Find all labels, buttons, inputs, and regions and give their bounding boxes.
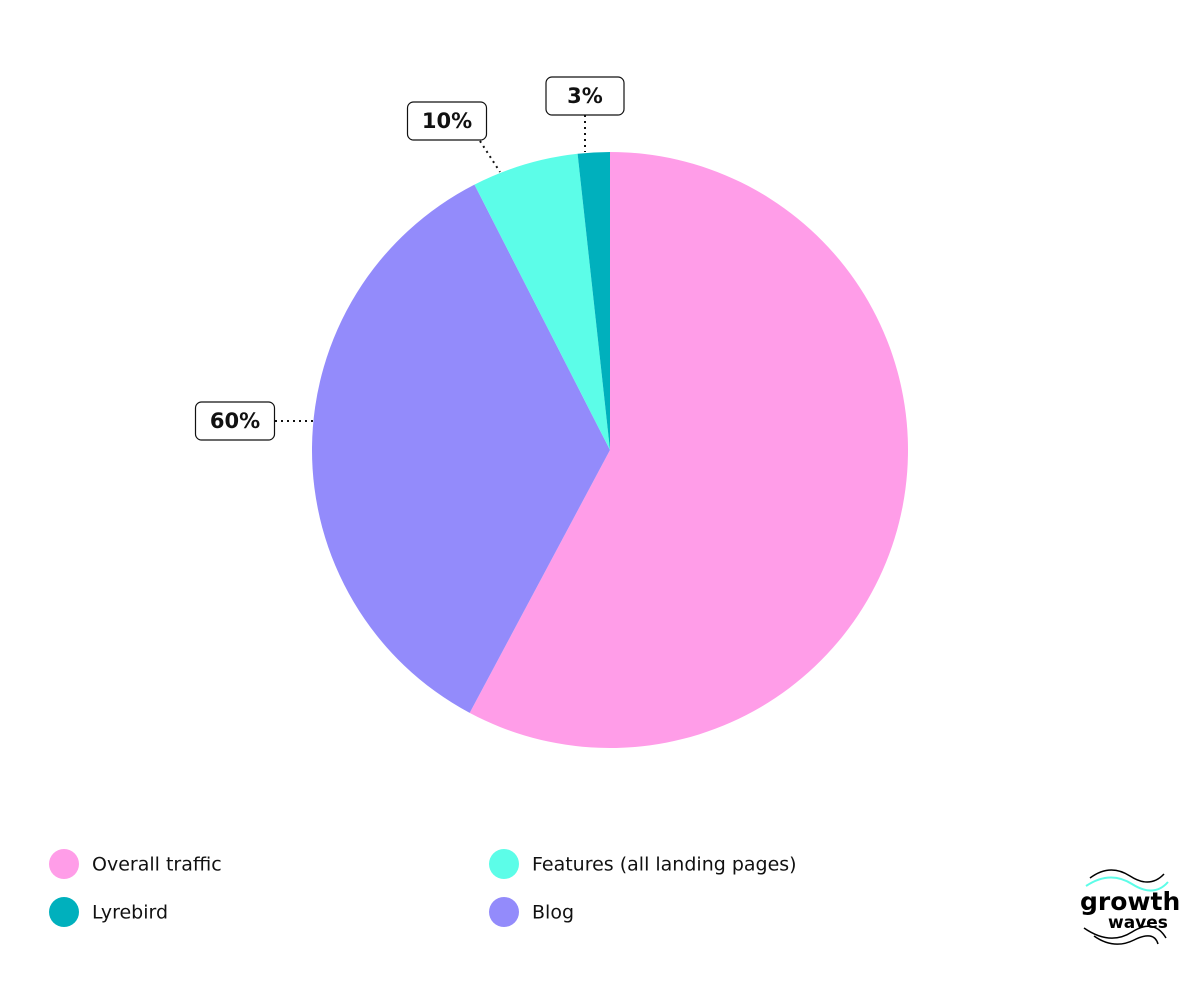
- pie-slice: [474, 153, 610, 450]
- pie-slice: [577, 152, 610, 450]
- pie-slice: [311, 184, 610, 713]
- label-box: [545, 76, 625, 116]
- value-label: 10%: [422, 109, 472, 133]
- logo-line2: waves: [1108, 913, 1168, 933]
- legend-swatch: [49, 897, 79, 927]
- legend-label: Lyrebird: [92, 902, 168, 924]
- legend-swatch: [49, 849, 79, 879]
- logo-line1: growth: [1080, 887, 1180, 916]
- logo: growth waves: [1080, 869, 1180, 945]
- legend-label: Features (all landing pages): [532, 854, 797, 876]
- pie-slice: [469, 152, 908, 748]
- legend-label: Overall traffic: [92, 854, 222, 876]
- legend-label: Blog: [532, 902, 574, 924]
- legend-swatch: [489, 897, 519, 927]
- legend-swatch: [489, 849, 519, 879]
- value-label: 60%: [210, 409, 260, 433]
- callout-line: [479, 140, 501, 173]
- value-label: 3%: [567, 84, 603, 108]
- label-box: [406, 101, 488, 141]
- label-box: [194, 401, 276, 441]
